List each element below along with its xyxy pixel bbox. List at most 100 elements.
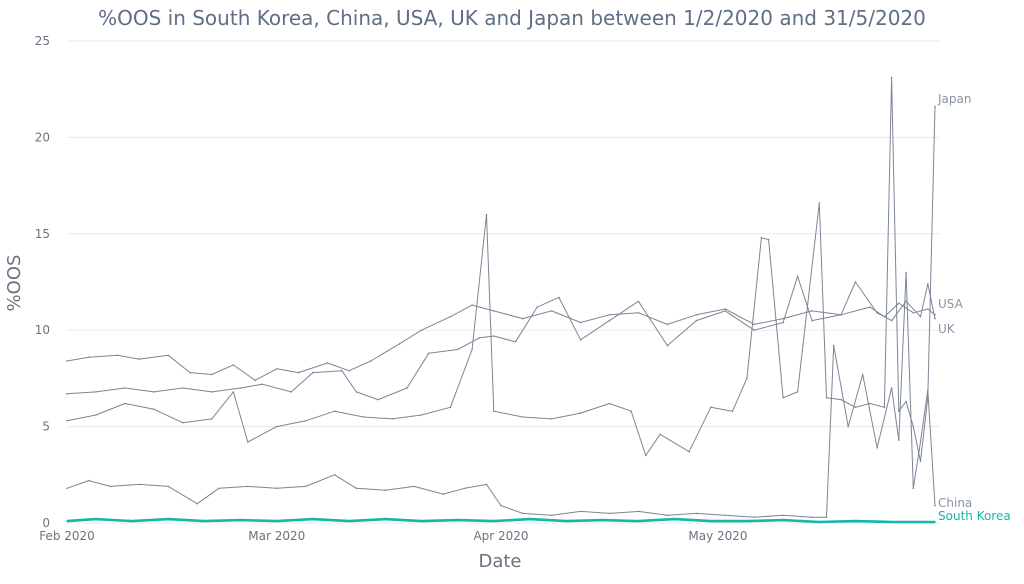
data-point-japan (644, 454, 647, 457)
data-point-south-korea (565, 520, 567, 522)
data-point-china (934, 504, 936, 507)
data-point-china (167, 485, 170, 488)
x-tick-label: Apr 2020 (473, 529, 528, 543)
data-point-china (276, 487, 278, 490)
data-point-china (890, 387, 893, 389)
data-point-usa (420, 329, 423, 332)
data-point-japan (840, 398, 842, 401)
data-point-usa (254, 379, 256, 382)
data-point-uk (934, 317, 936, 320)
data-point-japan (232, 391, 235, 393)
data-point-japan (898, 410, 900, 413)
data-point-south-korea (673, 518, 676, 520)
x-tick-label: May 2020 (688, 529, 747, 543)
data-point-japan (276, 425, 278, 428)
data-point-usa (898, 302, 900, 305)
series-line-china (66, 271, 936, 518)
series-lines (66, 76, 936, 524)
data-point-japan (854, 406, 857, 409)
data-point-japan (883, 406, 886, 409)
x-tick-labels: Feb 2020 Mar 2020 Apr 2020 May 2020 (39, 529, 747, 543)
data-point-uk (261, 383, 264, 386)
data-point-south-korea (493, 520, 495, 522)
data-point-uk (239, 387, 242, 389)
data-point-usa (637, 312, 640, 314)
data-point-south-korea (637, 520, 640, 522)
series-label-usa: USA (938, 297, 964, 311)
data-point-china (825, 516, 828, 518)
y-tick-label: 20 (35, 130, 50, 144)
data-point-usa (493, 310, 495, 312)
y-tick-label: 5 (42, 420, 50, 434)
data-point-china (695, 512, 698, 515)
data-point-usa (579, 321, 582, 324)
data-point-japan (782, 396, 784, 399)
series-line-usa (66, 302, 936, 381)
data-point-south-korea (203, 520, 206, 522)
data-point-usa (471, 304, 473, 306)
data-point-china (196, 502, 198, 505)
data-point-south-korea (601, 519, 604, 521)
data-point-china (413, 485, 416, 488)
data-point-usa (189, 371, 191, 374)
data-point-usa (811, 310, 813, 312)
data-point-uk (608, 319, 611, 322)
data-point-china (861, 373, 864, 376)
data-point-japan (333, 410, 336, 413)
data-point-uk (95, 391, 97, 393)
data-point-south-korea (66, 520, 68, 522)
series-line-uk (66, 275, 936, 401)
data-point-china (847, 425, 849, 428)
data-point-japan (521, 416, 524, 418)
data-point-china (333, 474, 336, 476)
y-tick-label: 0 (42, 516, 50, 530)
y-tick-label: 10 (35, 323, 50, 337)
data-point-china (608, 512, 611, 515)
data-point-usa (232, 364, 235, 366)
data-point-japan (890, 76, 893, 79)
data-point-china (442, 493, 444, 495)
chart-title: %OOS in South Korea, China, USA, UK and … (98, 6, 926, 30)
y-tick-label: 15 (35, 227, 50, 241)
data-point-usa (521, 317, 524, 320)
data-point-china (247, 485, 249, 488)
data-point-south-korea (312, 518, 314, 520)
data-point-south-korea (710, 520, 712, 522)
data-point-japan (746, 377, 748, 380)
data-point-japan (485, 213, 488, 216)
data-point-usa (348, 369, 350, 372)
data-point-south-korea (276, 520, 278, 522)
data-point-china (898, 439, 900, 441)
data-point-uk (796, 275, 799, 278)
data-point-usa (666, 323, 669, 326)
data-point-japan (66, 420, 68, 422)
data-point-usa (87, 356, 90, 359)
data-point-south-korea (782, 519, 784, 521)
data-point-south-korea (420, 520, 423, 522)
data-point-usa (753, 323, 755, 326)
data-point-china (304, 485, 307, 488)
data-point-uk (355, 391, 358, 393)
data-point-uk (312, 371, 314, 374)
data-point-china (927, 389, 929, 391)
data-point-japan (95, 414, 97, 416)
data-point-uk (811, 319, 813, 322)
data-point-uk (153, 391, 155, 393)
data-point-uk (406, 387, 408, 389)
series-line-south-korea (66, 517, 935, 524)
data-point-uk (666, 344, 669, 347)
data-point-usa (276, 368, 278, 370)
data-point-uk (210, 391, 213, 393)
data-point-japan (710, 406, 712, 409)
data-point-uk (905, 300, 907, 303)
data-point-uk (919, 315, 922, 318)
data-point-japan (210, 418, 213, 420)
data-point-usa (550, 310, 553, 312)
data-point-uk (876, 312, 878, 314)
series-label-china: China (938, 496, 972, 510)
data-point-japan (630, 410, 632, 413)
data-point-south-korea (167, 518, 170, 520)
data-point-uk (927, 283, 929, 285)
data-point-usa (398, 342, 401, 345)
